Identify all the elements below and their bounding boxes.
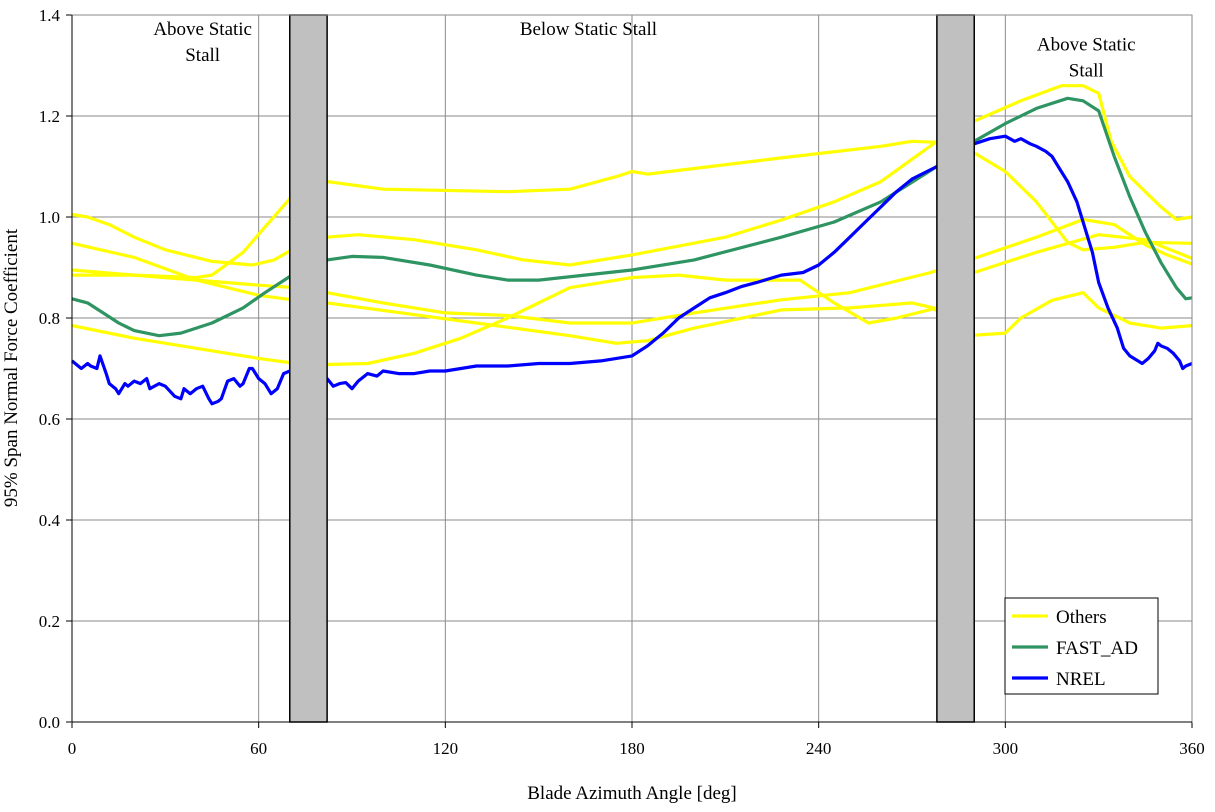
series-line-fast-ad [71, 96, 1193, 338]
series-line-others [71, 217, 1193, 325]
y-tick-label: 0.8 [39, 309, 60, 328]
y-tick-label: 0.6 [39, 410, 60, 429]
annotation-label: Stall [185, 45, 220, 66]
x-tick-label: 0 [68, 739, 77, 758]
shaded-stall-band [289, 14, 328, 723]
y-tick-label: 1.2 [39, 107, 60, 126]
legend-label: NREL [1056, 669, 1106, 690]
shaded-region-overlays [289, 14, 975, 723]
y-tick-label: 0.0 [39, 713, 60, 732]
annotation-label: Stall [1069, 60, 1104, 81]
y-axis-label: 95% Span Normal Force Coefficient [1, 228, 22, 507]
series-line-others [71, 139, 1193, 280]
series-line-nrel [70, 134, 1193, 406]
x-tick-label: 240 [806, 739, 832, 758]
series-line-others [71, 84, 1193, 267]
x-tick-label: 120 [433, 739, 459, 758]
legend-label: FAST_AD [1056, 638, 1138, 659]
annotation-label: Above Static [1037, 34, 1136, 55]
x-tick-label: 180 [619, 739, 645, 758]
axes: 0 60 120 180 240 300 360 0.0 0.2 0.4 0.6 0.8 1.0 1.2 1… [39, 6, 1205, 758]
y-tick-label: 1.0 [39, 208, 60, 227]
annotation-label: Above Static [153, 19, 252, 40]
legend-label: Others [1056, 607, 1107, 628]
x-axis-label: Blade Azimuth Angle [deg] [527, 783, 736, 804]
y-tick-label: 1.4 [39, 6, 61, 25]
x-tick-label: 300 [993, 739, 1019, 758]
annotation-label: Below Static Stall [520, 19, 657, 40]
x-tick-label: 360 [1179, 739, 1205, 758]
legend: Others FAST_AD NREL [1004, 597, 1159, 695]
shaded-stall-band [936, 14, 975, 723]
y-tick-label: 0.2 [39, 612, 60, 631]
y-tick-label: 0.4 [39, 511, 61, 530]
annotations: Above Static Stall Below Static Stall Above… [153, 19, 1135, 81]
gridlines [71, 14, 1193, 723]
x-tick-label: 60 [250, 739, 267, 758]
